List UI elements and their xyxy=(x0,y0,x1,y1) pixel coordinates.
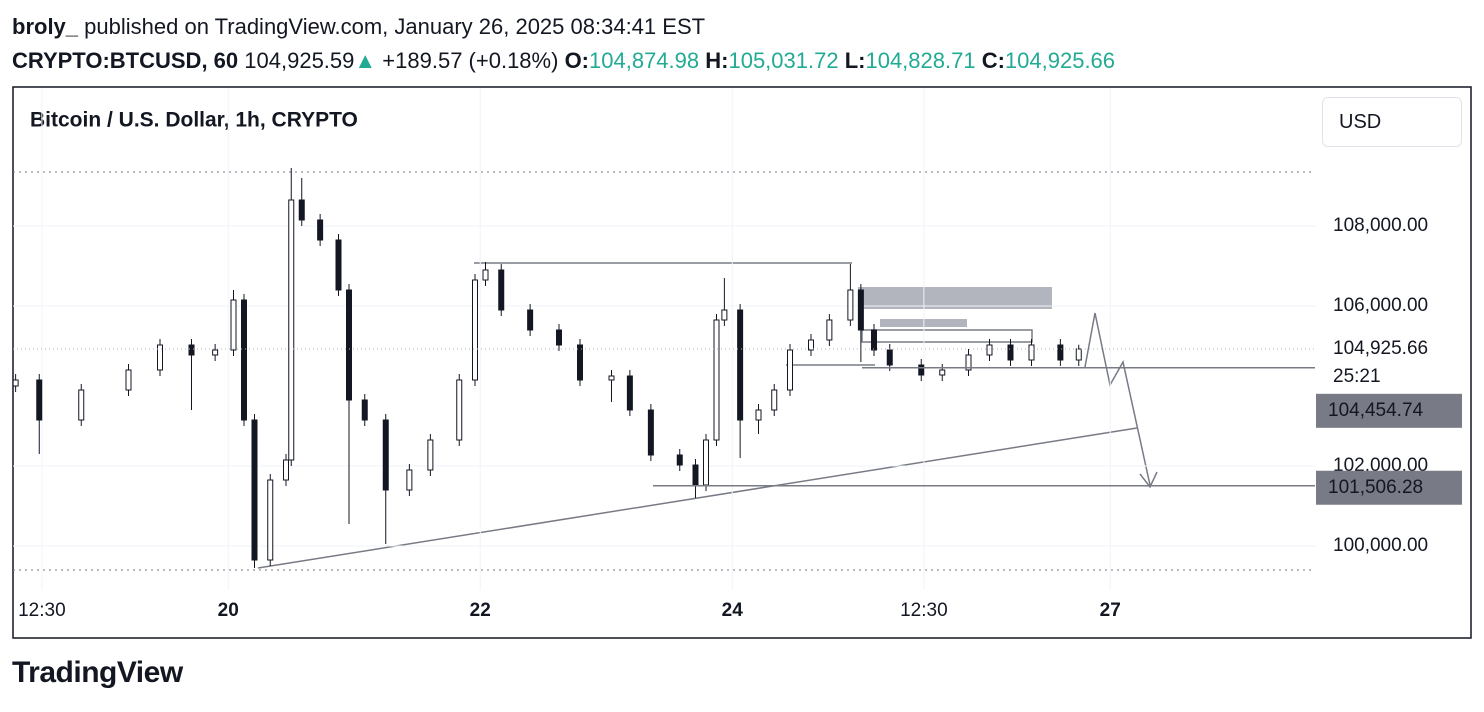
l-label: L: xyxy=(844,48,866,73)
candle-body xyxy=(230,299,237,351)
x-tick-label: 12:30 xyxy=(900,600,948,621)
x-tick-label: 27 xyxy=(1100,600,1121,621)
logo-text: TradingView xyxy=(12,656,183,689)
symbol: CRYPTO:BTCUSD, 60 xyxy=(12,48,239,73)
candle-body xyxy=(157,344,163,371)
candle-body xyxy=(361,399,368,421)
candle-body xyxy=(527,309,534,331)
candle-body xyxy=(608,375,615,381)
candle-body xyxy=(847,289,854,321)
level-label: 101,506.28 xyxy=(1328,477,1423,498)
header: broly_ published on TradingView.com, Jan… xyxy=(12,10,1115,78)
candle-body xyxy=(771,389,778,411)
candle-body xyxy=(251,419,258,561)
last: 104,925.59 xyxy=(244,48,355,73)
candle-body xyxy=(826,319,833,341)
candle-body xyxy=(125,369,132,391)
candle-body xyxy=(703,439,709,486)
candle-body xyxy=(283,459,289,481)
price-label: 104,925.66 xyxy=(1333,338,1428,359)
candle-body xyxy=(212,349,219,356)
candle-body xyxy=(626,375,633,411)
y-tick-label: 100,000.00 xyxy=(1333,535,1428,556)
o: 104,874.98 xyxy=(589,48,700,73)
candle-body xyxy=(267,479,274,561)
line1: broly_ published on TradingView.com, Jan… xyxy=(12,10,1115,44)
arrow: ▲ xyxy=(354,48,377,73)
candle-body xyxy=(577,344,583,381)
level-box xyxy=(1316,470,1462,505)
candle-body xyxy=(857,289,864,331)
published: published on TradingView.com, January 26… xyxy=(84,14,706,39)
candle-body xyxy=(482,269,489,281)
line2: CRYPTO:BTCUSD, 60 104,925.59▲ +189.57 (+… xyxy=(12,44,1115,78)
o-label: O: xyxy=(564,48,590,73)
x-tick-label: 20 xyxy=(218,600,239,621)
candle-body xyxy=(456,379,463,441)
candle-body xyxy=(241,299,247,421)
candle-body xyxy=(676,454,683,466)
h: 105,031.72 xyxy=(728,48,839,73)
candle-body xyxy=(188,344,195,356)
candle-body xyxy=(556,329,562,346)
candle-body xyxy=(965,354,972,371)
candle-body xyxy=(1028,344,1035,361)
candle-body xyxy=(427,439,434,471)
candle-body xyxy=(737,309,744,421)
candle-body xyxy=(713,319,720,441)
candle-body xyxy=(346,289,352,401)
candle-body xyxy=(382,419,389,491)
candle-body xyxy=(36,379,43,421)
y-tick-label: 106,000.00 xyxy=(1333,295,1428,316)
author: broly_ xyxy=(12,14,79,39)
c: 104,925.66 xyxy=(1004,48,1116,73)
candle-body xyxy=(288,199,295,461)
chart-title: Bitcoin / U.S. Dollar, 1h, CRYPTO xyxy=(30,109,358,132)
candle-body xyxy=(886,349,893,366)
change: +189.57 (+0.18%) xyxy=(382,48,559,73)
candle-body xyxy=(918,364,925,376)
candle-body xyxy=(755,409,762,421)
countdown: 25:21 xyxy=(1333,366,1381,387)
projection-arrow xyxy=(1084,312,1158,489)
c-label: C: xyxy=(981,48,1005,73)
candle-body xyxy=(472,279,478,381)
candle-body xyxy=(1075,348,1082,361)
drawings xyxy=(257,262,1158,569)
candle-body xyxy=(939,369,946,376)
candle-body xyxy=(335,239,342,291)
currency-button[interactable]: USD xyxy=(1322,97,1462,147)
logo: TradingView xyxy=(12,656,183,690)
candle-body xyxy=(871,329,877,351)
candle-body xyxy=(721,309,728,321)
trendline xyxy=(257,427,1138,569)
candle-body xyxy=(986,344,993,356)
level-label: 104,454.74 xyxy=(1328,400,1424,421)
box xyxy=(861,329,1033,343)
candle-body xyxy=(1007,344,1014,361)
candle-body xyxy=(647,409,654,456)
marks: 100,000.00102,000.00106,000.00108,000.00… xyxy=(12,88,1462,621)
candle-body xyxy=(498,269,505,311)
x-tick-label: 24 xyxy=(722,600,744,621)
l: 104,828.71 xyxy=(865,48,976,73)
candle-body xyxy=(808,339,814,351)
candle-body xyxy=(317,219,324,241)
h-label: H: xyxy=(705,48,729,73)
candle-body xyxy=(12,379,19,387)
candle-body xyxy=(787,349,793,391)
frame xyxy=(12,86,1472,639)
candle-body xyxy=(406,469,413,491)
level-box xyxy=(1316,393,1462,428)
x-tick-label: 22 xyxy=(470,600,491,621)
candle-body xyxy=(298,199,305,221)
candle-body xyxy=(78,389,85,421)
candle-body xyxy=(692,464,699,486)
x-tick-label: 12:30 xyxy=(18,600,66,621)
y-tick-label: 108,000.00 xyxy=(1333,215,1428,236)
candle-body xyxy=(1057,344,1064,361)
zone xyxy=(858,287,1052,309)
